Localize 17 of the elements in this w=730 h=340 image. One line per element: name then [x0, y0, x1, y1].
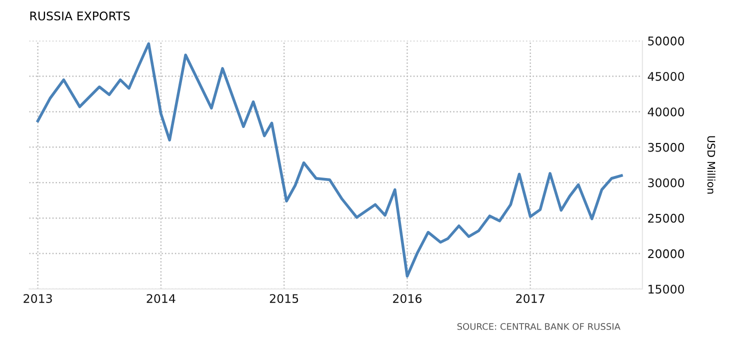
y-tick-label: 15000 [648, 284, 684, 294]
x-tick-label: 2016 [393, 294, 422, 303]
y-tick-label: 20000 [648, 249, 684, 258]
x-tick-label: 2017 [516, 294, 544, 303]
y-tick-label: 35000 [648, 142, 684, 152]
x-tick-label: 2015 [270, 294, 298, 303]
x-tick-label: 2014 [146, 294, 176, 303]
y-tick-label: 25000 [648, 214, 684, 223]
source-note: SOURCE: CENTRAL BANK OF RUSSIA [457, 323, 620, 330]
y-tick-label: 50000 [648, 36, 684, 46]
y-tick-label: 30000 [648, 178, 684, 188]
y-axis-title: USD Million [707, 136, 716, 194]
x-tick-label: 2013 [24, 294, 52, 303]
line-series [36, 42, 623, 278]
y-tick-label: 45000 [648, 72, 684, 81]
y-tick-label: 40000 [648, 107, 684, 116]
chart-title: RUSSIA EXPORTS [30, 11, 130, 20]
